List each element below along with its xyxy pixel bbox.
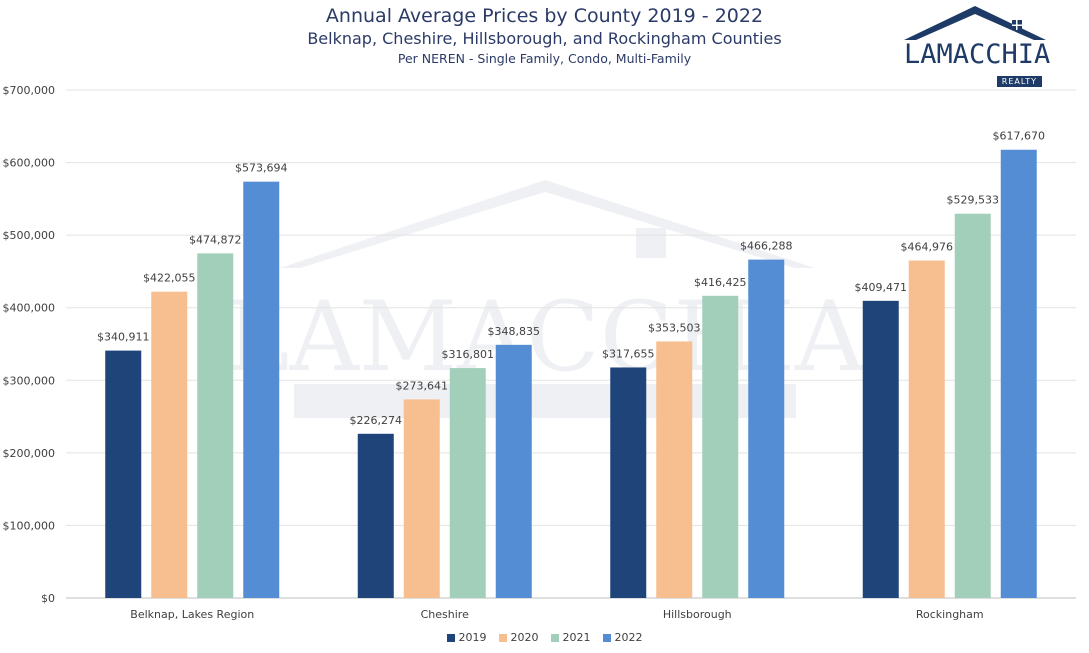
- bar-2019: [357, 433, 394, 598]
- y-tick-label: $400,000: [3, 302, 56, 315]
- bar-2021: [197, 253, 234, 598]
- data-label: $529,533: [947, 194, 1000, 207]
- data-label: $317,655: [602, 347, 655, 360]
- legend-label: 2021: [562, 631, 591, 644]
- y-tick-label: $500,000: [3, 229, 56, 242]
- x-axis: Belknap, Lakes Region Cheshire Hillsboroug…: [130, 608, 983, 621]
- chart-titles: Annual Average Prices by County 2019 - 2…: [0, 4, 1089, 68]
- x-tick-label: Belknap, Lakes Region: [130, 608, 254, 621]
- bar-2022: [243, 181, 280, 599]
- y-tick-label: $200,000: [3, 447, 56, 460]
- logo-name: LAMACCHIA: [904, 39, 1051, 70]
- legend-label: 2019: [458, 631, 487, 644]
- x-tick-label: Hillsborough: [663, 608, 732, 621]
- chart-subtitle-source: Per NEREN - Single Family, Condo, Multi-…: [397, 51, 692, 66]
- company-logo: LAMACCHIA REALTY: [904, 6, 1051, 88]
- legend-swatch: [498, 633, 507, 642]
- data-label: $316,801: [442, 348, 495, 361]
- bar-2022: [1000, 149, 1037, 599]
- legend-item-2022: 2022: [602, 631, 643, 644]
- data-label: $573,694: [235, 162, 288, 175]
- bar-2020: [403, 399, 440, 598]
- bar-2019: [105, 350, 142, 598]
- data-label: $226,274: [350, 414, 403, 427]
- legend-item-2019: 2019: [446, 631, 487, 644]
- bar-2020: [908, 260, 945, 598]
- bar-2022: [748, 259, 785, 598]
- bars: [105, 149, 1037, 599]
- chart-subtitle: Belknap, Cheshire, Hillsborough, and Roc…: [307, 29, 782, 48]
- bar-2022: [495, 344, 532, 598]
- chart-title: Annual Average Prices by County 2019 - 2…: [325, 5, 764, 27]
- y-tick-label: $300,000: [3, 374, 56, 387]
- y-tick-label: $100,000: [3, 519, 56, 532]
- data-label: $273,641: [396, 379, 449, 392]
- data-label: $340,911: [97, 331, 150, 344]
- legend-label: 2022: [614, 631, 643, 644]
- data-label: $466,288: [740, 240, 793, 253]
- legend-swatch: [550, 633, 559, 642]
- bar-2020: [151, 291, 188, 598]
- x-tick-label: Rockingham: [916, 608, 984, 621]
- bar-2019: [862, 300, 899, 598]
- data-label: $617,670: [993, 130, 1046, 143]
- data-label: $348,835: [488, 325, 541, 338]
- legend-label: 2020: [510, 631, 539, 644]
- legend-swatch: [602, 633, 611, 642]
- bar-2021: [702, 295, 739, 598]
- data-labels: $340,911 $422,055 $474,872 $573,694 $226,274…: [97, 130, 1045, 427]
- data-label: $353,503: [648, 321, 701, 334]
- legend-item-2021: 2021: [550, 631, 591, 644]
- legend-swatch: [446, 633, 455, 642]
- data-label: $464,976: [901, 241, 954, 254]
- y-tick-label: $600,000: [3, 157, 56, 170]
- logo-sub: REALTY: [996, 76, 1042, 87]
- house-roof-icon: [904, 6, 1046, 40]
- y-tick-label: $0: [41, 592, 55, 605]
- data-label: $416,425: [694, 276, 747, 289]
- x-tick-label: Cheshire: [421, 608, 469, 621]
- y-tick-label: $700,000: [3, 84, 56, 97]
- bar-2021: [449, 368, 486, 598]
- gridlines: [66, 89, 1076, 599]
- data-label: $409,471: [855, 281, 908, 294]
- bar-2019: [610, 367, 647, 598]
- bar-2020: [656, 341, 693, 598]
- bar-2021: [954, 213, 991, 599]
- data-label: $422,055: [143, 272, 196, 285]
- y-axis: $0 $100,000 $200,000 $300,000 $400,000 $500,0…: [3, 84, 56, 605]
- legend-item-2020: 2020: [498, 631, 539, 644]
- chart-legend: 2019 2020 2021 2022: [0, 631, 1089, 644]
- data-label: $474,872: [189, 233, 242, 246]
